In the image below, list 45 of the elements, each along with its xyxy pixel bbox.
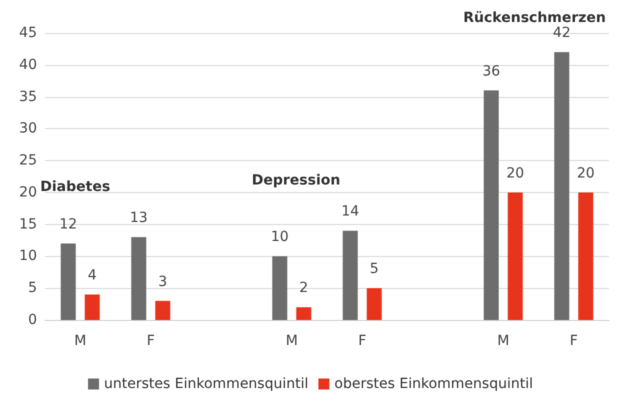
legend-label: oberstes Einkommensquintil — [334, 376, 533, 392]
y-tick-label: 45 — [19, 25, 37, 41]
data-label: 2 — [299, 280, 308, 296]
x-tick-label: F — [146, 333, 155, 349]
data-label: 14 — [341, 204, 360, 220]
y-tick-label: 15 — [19, 216, 37, 232]
bar — [554, 52, 570, 320]
bar — [84, 294, 100, 320]
bar — [155, 300, 170, 320]
bar — [342, 230, 358, 320]
y-tick-label: 20 — [19, 184, 37, 200]
data-label: 12 — [59, 216, 78, 232]
bar — [60, 243, 76, 320]
x-tick-label: M — [497, 333, 510, 349]
bar — [296, 307, 312, 320]
data-label: 10 — [270, 229, 289, 246]
y-tick-label: 5 — [28, 280, 37, 296]
bar — [366, 288, 382, 320]
x-tick-label: F — [570, 333, 578, 349]
x-tick-label: F — [358, 333, 366, 349]
y-tick-label: 40 — [19, 56, 37, 73]
data-label: 3 — [158, 274, 168, 290]
data-label: 13 — [130, 210, 148, 226]
data-label: 42 — [552, 25, 571, 42]
y-tick-label: 35 — [19, 88, 37, 105]
x-tick-label: M — [74, 333, 86, 349]
bar — [578, 192, 594, 320]
y-tick-label: 25 — [19, 152, 37, 169]
annotation: Depression — [252, 172, 340, 189]
y-tick-label: 10 — [19, 248, 37, 264]
data-label: 20 — [506, 165, 524, 182]
bar — [484, 90, 499, 320]
y-tick-label: 30 — [19, 120, 37, 137]
bar — [272, 256, 288, 320]
y-tick-label: 0 — [28, 312, 37, 328]
text: Rückenschmerzen — [463, 10, 606, 26]
legend-label: unterstes Einkommensquintil — [104, 376, 308, 392]
bar — [508, 192, 523, 320]
data-label: 4 — [88, 267, 97, 284]
data-label: 20 — [576, 165, 595, 182]
annotation: Diabetes — [40, 179, 110, 196]
data-label: 5 — [370, 261, 379, 278]
bar — [131, 237, 146, 320]
data-label: 36 — [482, 63, 500, 80]
x-tick-label: M — [286, 333, 298, 349]
